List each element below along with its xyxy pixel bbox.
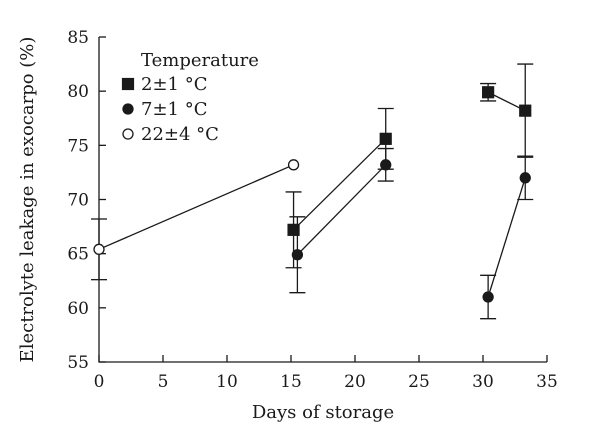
x-tick-label: 30 <box>472 372 494 392</box>
legend: Temperature 2±1 °C 7±1 °C 22±4 °C <box>121 50 259 145</box>
data-point-circle <box>122 128 134 140</box>
legend-item-2: 7±1 °C <box>122 99 207 120</box>
series-line <box>296 164 387 256</box>
y-tick-label: 85 <box>67 28 89 48</box>
y-axis-ticks: 55 60 65 70 75 80 85 <box>67 28 106 373</box>
x-tick-label: 15 <box>280 372 302 392</box>
data-point-circle <box>287 159 300 171</box>
series-layer <box>91 63 534 320</box>
x-tick-label: 25 <box>408 372 430 392</box>
legend-label: 7±1 °C <box>141 99 207 120</box>
legend-item-3: 22±4 °C <box>122 124 219 145</box>
x-tick-label: 20 <box>344 372 366 392</box>
series-line <box>293 138 387 231</box>
series-line <box>98 164 294 250</box>
data-point-circle <box>291 249 304 261</box>
data-point-circle <box>380 159 392 171</box>
legend-title: Temperature <box>141 50 259 71</box>
series-3 <box>91 159 300 281</box>
x-axis-label: Days of storage <box>252 402 394 423</box>
y-tick-label: 55 <box>67 353 89 373</box>
y-tick-label: 75 <box>67 136 89 156</box>
x-tick-label: 5 <box>158 372 169 392</box>
data-point-circle <box>482 291 494 303</box>
data-point-circle <box>93 243 105 255</box>
y-tick-label: 70 <box>67 191 89 211</box>
y-tick-label: 80 <box>67 82 89 102</box>
x-tick-label: 0 <box>94 372 105 392</box>
series-1 <box>285 63 534 269</box>
y-tick-label: 60 <box>67 299 89 319</box>
y-axis-label: Electrolyte leakage in exocarpo (%) <box>17 37 38 363</box>
data-point-circle <box>122 103 134 115</box>
data-point-square <box>519 104 532 117</box>
series-line <box>487 91 526 112</box>
y-tick-label: 65 <box>67 245 89 265</box>
series-2 <box>289 147 534 320</box>
legend-item-1: 2±1 °C <box>121 74 207 95</box>
x-tick-label: 35 <box>536 372 558 392</box>
x-tick-label: 10 <box>216 372 238 392</box>
data-point-square <box>482 86 495 99</box>
legend-label: 22±4 °C <box>141 124 219 145</box>
data-point-circle <box>519 172 531 184</box>
data-point-square <box>121 77 135 91</box>
x-axis-ticks: 0 5 10 15 20 25 30 35 <box>94 355 558 392</box>
data-point-square <box>287 223 300 236</box>
data-point-square <box>379 132 392 145</box>
legend-label: 2±1 °C <box>141 74 207 95</box>
series-line <box>487 177 526 298</box>
